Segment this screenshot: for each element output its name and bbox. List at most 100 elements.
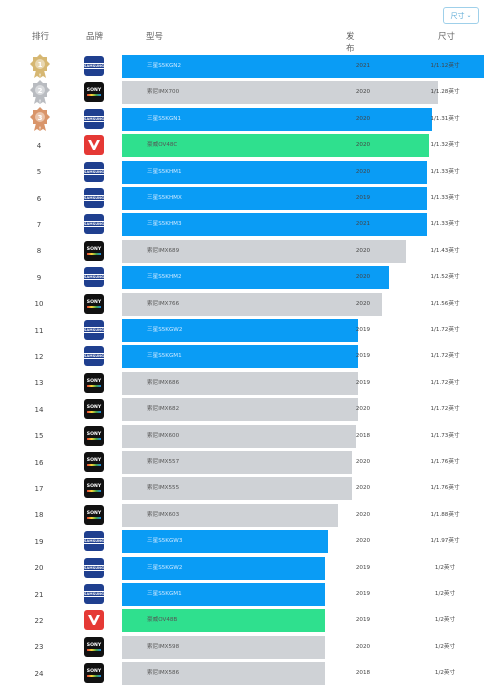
size-bar: [122, 398, 358, 422]
model-name: 索尼IMX689: [147, 247, 180, 254]
table-row[interactable]: 9 SAMSUNG 三星S5KHM2 2020 1/1.52英寸: [0, 264, 500, 291]
table-row[interactable]: 11 SAMSUNG 三星S5KGW2 2019 1/1.72英寸: [0, 317, 500, 344]
table-row[interactable]: 24 SONY 索尼IMX586 2018 1/2英寸: [0, 660, 500, 687]
table-row[interactable]: 2 SONY 索尼IMX700 2020 1/1.28英寸: [0, 79, 500, 106]
samsung-logo-icon: SAMSUNG: [84, 557, 104, 578]
release-year: 2020: [355, 485, 371, 492]
model-name: 三星S5KGN1: [147, 115, 182, 122]
model-name: 索尼IMX686: [147, 379, 180, 386]
release-year: 2019: [355, 564, 371, 571]
rank-number: 12: [34, 352, 44, 361]
sensor-size: 1/1.76英寸: [430, 485, 460, 492]
table-row[interactable]: 1 SAMSUNG 三星S5KGN2 2021 1/1.12英寸: [0, 53, 500, 80]
size-bar: [122, 160, 427, 184]
sensor-size: 1/1.31英寸: [430, 115, 460, 122]
model-name: 豪威OV48C: [147, 142, 178, 149]
table-row[interactable]: 6 SAMSUNG 三星S5KHMX 2019 1/1.33英寸: [0, 185, 500, 212]
sony-logo-icon: SONY: [84, 636, 104, 657]
model-name: 三星S5KHMX: [147, 195, 182, 201]
sensor-size: 1/2英寸: [434, 564, 456, 571]
release-year: 2020: [355, 538, 371, 545]
sony-logo-icon: SONY: [84, 478, 104, 499]
rank-number: 14: [34, 405, 44, 414]
release-year: 2020: [355, 168, 371, 175]
samsung-logo-icon: SAMSUNG: [84, 531, 104, 552]
sensor-size: 1/1.72英寸: [430, 327, 460, 333]
sensor-size: 1/1.33英寸: [430, 168, 460, 175]
table-row[interactable]: 12 SAMSUNG 三星S5KGM1 2019 1/1.72英寸: [0, 343, 500, 370]
size-bar: [122, 107, 432, 131]
release-year: 2019: [355, 617, 371, 624]
size-bar: [122, 55, 484, 78]
release-year: 2020: [355, 274, 371, 281]
table-row[interactable]: 4 豪威OV48C 2020 1/1.32英寸: [0, 132, 500, 159]
table-row[interactable]: 13 SONY 索尼IMX686 2019 1/1.72英寸: [0, 370, 500, 397]
sony-logo-icon: SONY: [84, 82, 104, 103]
table-row[interactable]: 10 SONY 索尼IMX766 2020 1/1.56英寸: [0, 291, 500, 318]
release-year: 2019: [355, 327, 371, 333]
header-size: 尺寸: [438, 32, 456, 42]
sensor-size: 1/1.12英寸: [430, 63, 460, 69]
rank-number: 1: [37, 61, 43, 69]
omnivision-logo-icon: [84, 135, 104, 156]
table-row[interactable]: 16 SONY 索尼IMX557 2020 1/1.76英寸: [0, 449, 500, 476]
table-row[interactable]: 15 SONY 索尼IMX600 2018 1/1.73英寸: [0, 423, 500, 450]
rank-number: 20: [34, 564, 44, 573]
sensor-size: 1/1.72英寸: [430, 379, 460, 386]
size-bar: [122, 134, 429, 158]
model-name: 三星S5KGN2: [147, 63, 182, 69]
rank-number: 8: [36, 247, 42, 256]
table-row[interactable]: 8 SONY 索尼IMX689 2020 1/1.43英寸: [0, 238, 500, 265]
table-row[interactable]: 18 SONY 索尼IMX603 2020 1/1.88英寸: [0, 502, 500, 529]
table-row[interactable]: 5 SAMSUNG 三星S5KHM1 2020 1/1.33英寸: [0, 159, 500, 186]
size-bar: [122, 635, 325, 659]
table-row[interactable]: 19 SAMSUNG 三星S5KGW3 2020 1/1.97英寸: [0, 528, 500, 555]
rank-number: 18: [34, 511, 44, 520]
table-row[interactable]: 20 SAMSUNG 三星S5KGW2 2019 1/2英寸: [0, 555, 500, 582]
table-row[interactable]: 7 SAMSUNG 三星S5KHM3 2021 1/1.33英寸: [0, 211, 500, 238]
release-year: 2018: [355, 432, 371, 439]
model-name: 索尼IMX598: [147, 643, 180, 650]
size-bar: [122, 81, 439, 105]
sony-logo-icon: SONY: [84, 240, 104, 261]
sensor-size: 1/2英寸: [434, 670, 456, 677]
rank-number: 2: [37, 87, 43, 96]
samsung-logo-icon: SAMSUNG: [84, 320, 104, 340]
sensor-size: 1/2英寸: [434, 591, 456, 597]
sensor-size: 1/1.76英寸: [430, 459, 460, 465]
table-row[interactable]: 23 SONY 索尼IMX598 2020 1/2英寸: [0, 634, 500, 661]
samsung-logo-icon: SAMSUNG: [84, 56, 104, 76]
sony-logo-icon: SONY: [84, 293, 104, 314]
table-row[interactable]: 21 SAMSUNG 三星S5KGM1 2019 1/2英寸: [0, 581, 500, 608]
medal-icon: [30, 80, 50, 105]
size-bar: [122, 187, 427, 210]
release-year: 2020: [355, 115, 371, 122]
header-model: 型号: [146, 32, 164, 42]
rank-number: 7: [36, 220, 42, 229]
size-bar: [122, 477, 353, 501]
sensor-size: 1/1.73英寸: [430, 432, 460, 439]
chevron-down-icon: ⌄: [466, 12, 472, 19]
size-bar: [122, 662, 325, 686]
table-row[interactable]: 22 豪威OV48B 2019 1/2英寸: [0, 607, 500, 634]
table-row[interactable]: 14 SONY 索尼IMX682 2020 1/1.72英寸: [0, 396, 500, 423]
sony-logo-icon: SONY: [84, 372, 104, 393]
rank-number: 4: [36, 141, 42, 150]
table-row[interactable]: 3 SAMSUNG 三星S5KGN1 2020 1/1.31英寸: [0, 106, 500, 133]
table-row[interactable]: 17 SONY 索尼IMX555 2020 1/1.76英寸: [0, 475, 500, 502]
release-year: 2020: [355, 247, 371, 254]
size-bar: [122, 503, 338, 527]
rank-number: 9: [36, 273, 42, 282]
size-filter-dropdown[interactable]: 尺寸 ⌄: [443, 7, 479, 24]
model-name: 索尼IMX603: [147, 511, 180, 518]
model-name: 三星S5KHM3: [147, 221, 182, 228]
sony-logo-icon: SONY: [84, 399, 104, 420]
sony-logo-icon: SONY: [84, 504, 104, 525]
release-year: 2019: [355, 591, 371, 597]
sensor-size: 1/1.33英寸: [430, 221, 460, 228]
release-year: 2018: [355, 670, 371, 677]
sensor-size: 1/1.72英寸: [430, 406, 460, 413]
release-year: 2019: [355, 353, 371, 360]
size-bar: [122, 451, 353, 474]
model-name: 三星S5KGM1: [147, 353, 182, 360]
